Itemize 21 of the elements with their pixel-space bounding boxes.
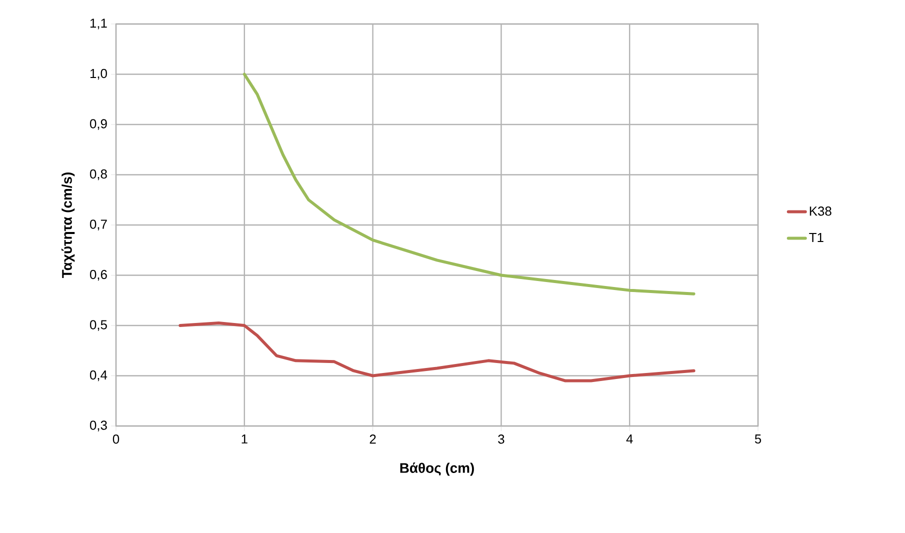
x-tick-label: 2 (370, 434, 376, 444)
y-tick-label: 0,4 (90, 370, 108, 382)
legend-label: K38 (810, 206, 832, 216)
x-tick-label: 5 (754, 434, 762, 444)
x-tick-label: 3 (498, 434, 504, 444)
y-tick-label: 1,1 (90, 18, 107, 30)
y-tick-label: 1,0 (90, 68, 107, 80)
y-tick-label: 0,3 (90, 420, 107, 432)
x-axis-title: Βάθος (cm) (400, 462, 474, 476)
y-tick-label: 0,6 (90, 270, 107, 281)
x-tick-label: 1 (242, 434, 248, 444)
y-tick-label: 0,8 (90, 169, 107, 180)
line-series (178, 321, 696, 382)
y-tick-label: 0,9 (90, 119, 107, 130)
y-tick-label: 0,7 (90, 220, 107, 230)
y-tick-label: 0,5 (90, 320, 107, 331)
legend-label: T1 (809, 233, 824, 242)
x-tick-label: 4 (626, 434, 633, 444)
line-series (242, 72, 696, 296)
y-axis-title: Ταχύτητα (cm/s) (61, 172, 75, 278)
x-tick-label: 0 (112, 434, 120, 444)
